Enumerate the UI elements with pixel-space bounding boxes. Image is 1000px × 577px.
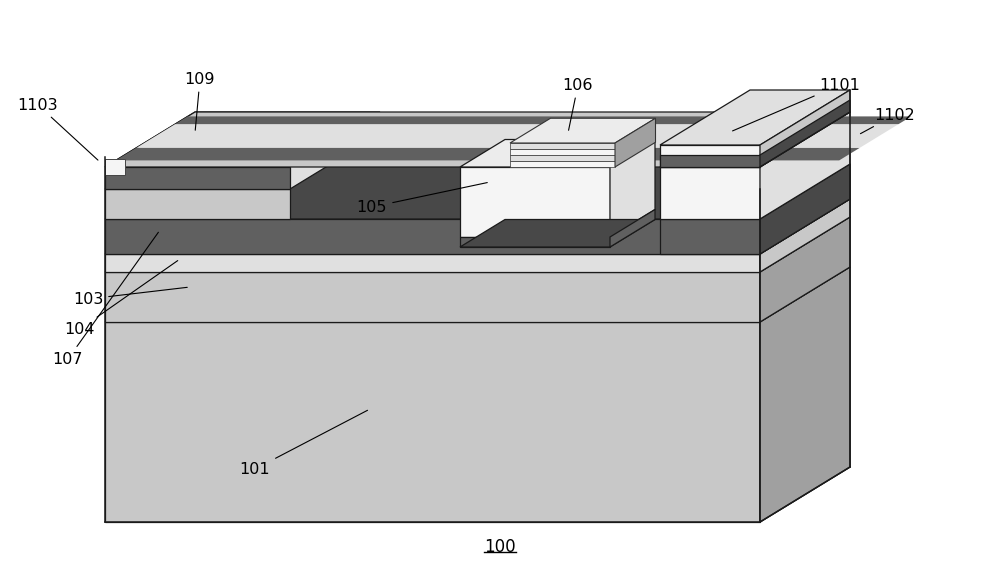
Polygon shape bbox=[760, 217, 850, 322]
Polygon shape bbox=[760, 164, 850, 254]
Polygon shape bbox=[105, 267, 850, 322]
Polygon shape bbox=[760, 90, 850, 167]
Polygon shape bbox=[615, 118, 656, 167]
Polygon shape bbox=[660, 219, 760, 254]
Polygon shape bbox=[105, 322, 760, 522]
Polygon shape bbox=[510, 143, 615, 149]
Polygon shape bbox=[105, 189, 290, 219]
Polygon shape bbox=[105, 167, 290, 189]
Polygon shape bbox=[136, 124, 899, 148]
Polygon shape bbox=[760, 267, 850, 522]
Text: 103: 103 bbox=[73, 287, 187, 306]
Polygon shape bbox=[660, 112, 850, 167]
Polygon shape bbox=[510, 161, 615, 167]
Polygon shape bbox=[105, 134, 380, 189]
Polygon shape bbox=[510, 149, 615, 155]
Polygon shape bbox=[460, 167, 610, 237]
Polygon shape bbox=[510, 155, 615, 161]
Polygon shape bbox=[760, 199, 850, 272]
Polygon shape bbox=[610, 140, 655, 237]
Polygon shape bbox=[105, 272, 760, 322]
Polygon shape bbox=[105, 112, 380, 167]
Text: 106: 106 bbox=[563, 77, 593, 130]
Polygon shape bbox=[760, 100, 850, 167]
Polygon shape bbox=[760, 164, 850, 254]
Text: 105: 105 bbox=[357, 182, 487, 215]
Polygon shape bbox=[760, 164, 850, 254]
Text: 107: 107 bbox=[53, 233, 158, 366]
Polygon shape bbox=[105, 254, 760, 272]
Polygon shape bbox=[105, 112, 850, 167]
Polygon shape bbox=[760, 217, 850, 322]
Text: 109: 109 bbox=[185, 72, 215, 130]
Polygon shape bbox=[105, 164, 850, 219]
Polygon shape bbox=[660, 90, 850, 145]
Polygon shape bbox=[660, 155, 760, 167]
Polygon shape bbox=[660, 145, 760, 167]
Text: 1101: 1101 bbox=[733, 77, 860, 131]
Polygon shape bbox=[105, 159, 125, 175]
Text: 101: 101 bbox=[240, 410, 368, 477]
Polygon shape bbox=[105, 217, 850, 272]
Polygon shape bbox=[116, 148, 860, 160]
Polygon shape bbox=[610, 209, 655, 247]
Polygon shape bbox=[760, 112, 850, 219]
Polygon shape bbox=[175, 117, 911, 124]
Polygon shape bbox=[510, 118, 656, 143]
Polygon shape bbox=[460, 219, 655, 247]
Polygon shape bbox=[460, 237, 610, 247]
Text: 104: 104 bbox=[65, 261, 178, 336]
Polygon shape bbox=[760, 267, 850, 522]
Text: 1103: 1103 bbox=[18, 98, 98, 160]
Polygon shape bbox=[105, 199, 850, 254]
Text: 100: 100 bbox=[484, 538, 516, 556]
Polygon shape bbox=[760, 199, 850, 272]
Polygon shape bbox=[660, 167, 760, 219]
Polygon shape bbox=[105, 219, 760, 254]
Text: 1102: 1102 bbox=[860, 107, 915, 134]
Polygon shape bbox=[460, 140, 655, 167]
